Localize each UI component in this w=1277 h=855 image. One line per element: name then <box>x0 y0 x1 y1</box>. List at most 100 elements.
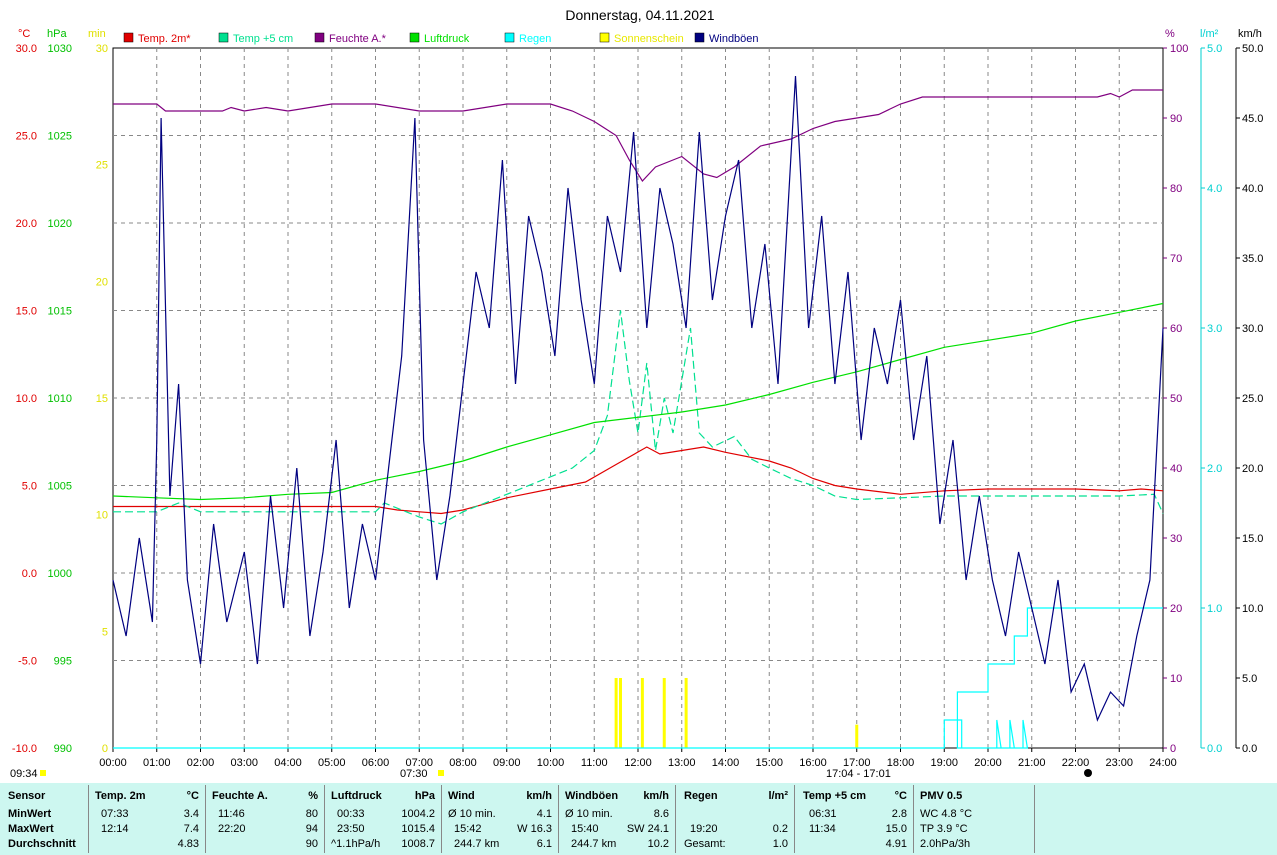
x-axis-tick: 23:00 <box>1105 757 1133 769</box>
stats-temp5-max-value: 15.0 <box>885 823 907 835</box>
hpa-axis-tick: 995 <box>54 656 72 668</box>
humidity-axis-tick: 30 <box>1170 533 1182 545</box>
stats-boeen-title: Windböen <box>565 790 619 802</box>
hpa-axis-tick: 1015 <box>48 306 72 318</box>
humidity-axis-tick: 90 <box>1170 113 1182 125</box>
stats-regen-total-value: 1.0 <box>772 838 788 850</box>
hpa-axis-tick: 1010 <box>48 393 72 405</box>
sun-markers: 09:34 07:30 17:04 - 17:01 <box>10 768 1092 780</box>
stats-regen-max-time: 19:20 <box>690 823 718 835</box>
series-line <box>112 75 1164 722</box>
legend-item: Sonnenschein <box>614 33 684 45</box>
series-line <box>112 302 1164 501</box>
grid <box>113 48 1163 748</box>
min-axis-tick: 15 <box>96 393 108 405</box>
stats-wind-max-value: W 16.3 <box>517 823 552 835</box>
stats-pmv-pressure-trend: 2.0hPa/3h <box>920 838 971 850</box>
x-axis-tick: 08:00 <box>449 757 477 769</box>
sunshine-bar <box>640 678 644 748</box>
x-axis-tick: 04:00 <box>274 757 302 769</box>
stats-luftdruck-avg: 1008.7 <box>401 838 435 850</box>
x-axis-tick: 13:00 <box>668 757 696 769</box>
x-axis-tick: 21:00 <box>1018 757 1046 769</box>
stats-temp2m-min-time: 07:33 <box>101 808 129 820</box>
stats-feuchte-min-value: 80 <box>305 808 318 820</box>
min-axis-tick: 0 <box>102 743 108 755</box>
stats-luftdruck-min-value: 1004.2 <box>401 808 435 820</box>
humidity-axis-tick: 100 <box>1170 43 1188 55</box>
series-line <box>113 607 1163 749</box>
x-axis-tick: 02:00 <box>187 757 215 769</box>
x-axis-tick: 19:00 <box>930 757 958 769</box>
x-axis-tick: 16:00 <box>799 757 827 769</box>
x-axis-tick: 18:00 <box>887 757 915 769</box>
stats-temp2m-max-time: 12:14 <box>101 823 129 835</box>
stats-regen-total-label: Gesamt: <box>684 838 726 850</box>
stats-feuchte-max-value: 94 <box>305 823 318 835</box>
wind-axis-tick: 30.0 <box>1242 323 1263 335</box>
unit-label-temp: °C <box>18 28 30 40</box>
stats-avg-label: Durchschnitt <box>8 838 76 850</box>
stats-temp2m-unit: °C <box>186 790 199 802</box>
stats-col-regen: Regen l/m² 19:20 0.2 Gesamt: 1.0 <box>676 783 794 855</box>
hpa-axis-tick: 990 <box>54 743 72 755</box>
x-axis-tick: 14:00 <box>712 757 740 769</box>
x-axis-tick: 10:00 <box>537 757 565 769</box>
temp-axis-tick: 20.0 <box>16 218 37 230</box>
wind-axis-tick: 10.0 <box>1242 603 1263 615</box>
temp-axis-tick: 5.0 <box>22 481 37 493</box>
legend-item: Luftdruck <box>424 33 470 45</box>
legend-swatch <box>409 32 420 43</box>
x-axis: 00:00 01:00 02:00 03:00 04:00 05:00 06:00 07:00… <box>99 748 1177 769</box>
stats-feuchte-unit: % <box>308 790 318 802</box>
series-line <box>113 446 1164 515</box>
stats-luftdruck-max-value: 1015.4 <box>401 823 435 835</box>
min-axis-tick: 10 <box>96 510 108 522</box>
sunset-label: 17:04 - 17:01 <box>826 768 891 780</box>
rain-axis-tick: 2.0 <box>1207 463 1222 475</box>
temp-axis-tick: 25.0 <box>16 131 37 143</box>
stats-pmv-windchill: WC 4.8 °C <box>920 808 973 820</box>
wind-axis-tick: 20.0 <box>1242 463 1263 475</box>
legend-item: Regen <box>519 33 551 45</box>
x-axis-tick: 00:00 <box>99 757 127 769</box>
stats-boeen-avg-value: 8.6 <box>653 808 669 820</box>
stats-wind-distance: 244.7 km <box>454 838 500 850</box>
stats-col-sensor: Sensor MinWert MaxWert Durchschnitt <box>0 783 88 855</box>
series-line <box>113 89 1163 182</box>
stats-boeen-max-time: 15:40 <box>571 823 599 835</box>
wind-axis-tick: 35.0 <box>1242 253 1263 265</box>
stats-max-label: MaxWert <box>8 823 54 835</box>
x-axis-tick: 03:00 <box>230 757 258 769</box>
x-axis-tick: 07:00 <box>405 757 433 769</box>
legend-swatch <box>314 32 325 43</box>
humidity-axis-tick: 70 <box>1170 253 1182 265</box>
stats-regen-unit: l/m² <box>768 790 788 802</box>
temp-axis-tick: 0.0 <box>22 568 37 580</box>
rain-axis-tick: 3.0 <box>1207 323 1222 335</box>
stats-luftdruck-unit: hPa <box>414 790 435 802</box>
stats-col-temp5: Temp +5 cm °C 06:31 2.8 11:34 15.0 4.91 <box>795 783 913 855</box>
humidity-axis-tick: 50 <box>1170 393 1182 405</box>
stats-feuchte-title: Feuchte A. <box>212 790 268 802</box>
sunshine-bar <box>855 724 859 748</box>
x-axis-tick: 20:00 <box>974 757 1002 769</box>
stats-temp5-min-value: 2.8 <box>891 808 907 820</box>
stats-pmv-dewpoint: TP 3.9 °C <box>920 823 968 835</box>
stats-feuchte-max-time: 22:20 <box>218 823 246 835</box>
sunshine-bar <box>614 678 618 748</box>
stats-temp5-min-time: 06:31 <box>809 808 837 820</box>
wind-axis-tick: 45.0 <box>1242 113 1263 125</box>
x-axis-tick: 12:00 <box>624 757 652 769</box>
stats-regen-title: Regen <box>684 790 718 802</box>
humidity-axis-tick: 0 <box>1170 743 1176 755</box>
stats-col-pmv: PMV 0.5 WC 4.8 °C TP 3.9 °C 2.0hPa/3h <box>914 783 1034 855</box>
stats-regen-max-value: 0.2 <box>772 823 788 835</box>
series-line <box>113 310 1164 525</box>
unit-label-min: min <box>88 28 106 40</box>
legend-swatch <box>694 32 705 43</box>
humidity-axis-tick: 40 <box>1170 463 1182 475</box>
humidity-axis-tick: 10 <box>1170 673 1182 685</box>
min-axis-tick: 5 <box>102 626 108 638</box>
legend-item: Temp +5 cm <box>233 33 293 45</box>
